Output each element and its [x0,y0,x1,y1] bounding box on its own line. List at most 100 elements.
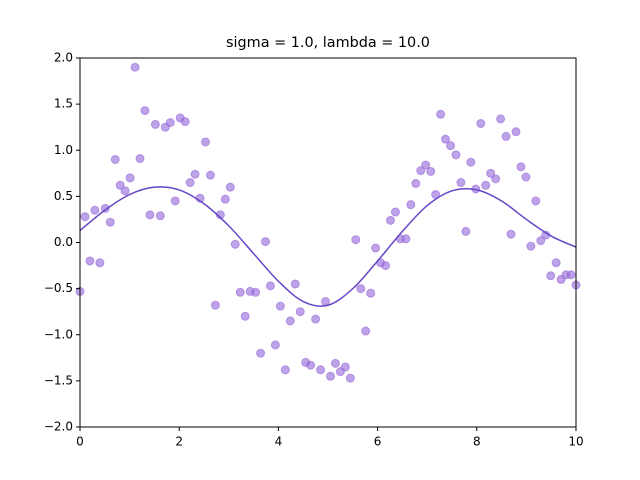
scatter-point [491,174,501,184]
y-tick-label: 1.0 [54,143,73,157]
scatter-point [371,243,381,253]
scatter-point [496,114,506,124]
scatter-point [356,284,366,294]
scatter-point [421,160,431,170]
scatter-point [306,360,316,370]
scatter-point [330,358,340,368]
y-tick-label: 2.0 [54,51,73,65]
scatter-point [185,178,195,188]
y-tick-label: 1.5 [54,97,73,111]
scatter-point [446,141,456,151]
scatter-point [506,229,516,239]
scatter-point [265,281,275,291]
scatter-point [361,326,371,336]
x-tick-label: 8 [473,435,481,449]
scatter-point [411,178,421,188]
scatter-point [461,226,471,236]
scatter-point [546,271,556,281]
scatter-point [115,180,125,190]
scatter-point [311,314,321,324]
scatter-point [456,178,466,188]
x-tick-label: 4 [275,435,283,449]
scatter-point [551,258,561,268]
scatter-point [100,203,110,213]
scatter-point [521,172,531,182]
scatter-point [381,261,391,271]
scatter-point [251,287,261,297]
scatter-point [230,239,240,249]
y-tick-label: −2.0 [44,420,73,434]
scatter-point [80,212,90,222]
scatter-point [406,200,416,210]
scatter-point [316,365,326,375]
scatter-point [401,234,411,244]
scatter-point [145,210,155,220]
scatter-point [190,169,200,179]
y-tick-label: −1.0 [44,327,73,341]
scatter-point [200,137,210,147]
scatter-point [225,182,235,192]
scatter-point [441,134,451,144]
scatter-point [416,166,426,176]
scatter-point [256,348,266,358]
scatter-point [110,154,120,164]
scatter-point [90,205,100,215]
scatter-point [280,365,290,375]
scatter-point [261,237,271,247]
scatter-point [240,311,250,321]
scatter-point [235,287,245,297]
scatter-point [340,362,350,372]
scatter-point [501,131,511,141]
scatter-point [85,256,95,266]
scatter-point [270,340,280,350]
scatter-point [120,186,130,196]
scatter-point [295,307,305,317]
scatter-point [285,316,295,326]
y-tick-label: −1.5 [44,373,73,387]
scatter-point [511,127,521,137]
scatter-point [130,62,140,72]
scatter-point [155,211,165,221]
scatter-point [95,258,105,268]
scatter-point [165,118,175,128]
plot-area [75,62,581,383]
scatter-point [345,373,355,383]
x-tick-label: 10 [568,435,583,449]
y-tick-label: 0.5 [54,189,73,203]
scatter-point [466,157,476,167]
scatter-point [140,106,150,116]
chart-title: sigma = 1.0, lambda = 10.0 [226,35,430,51]
scatter-point [531,196,541,206]
scatter-point [481,180,491,190]
scatter-point [526,241,536,251]
x-tick-label: 2 [175,435,183,449]
scatter-point [366,288,376,298]
y-tick-label: −0.5 [44,281,73,295]
scatter-point [516,162,526,172]
scatter-point [476,118,486,128]
scatter-point [351,235,361,245]
y-tick-label: 0.0 [54,235,73,249]
scatter-point [210,300,220,310]
scatter-point [220,194,230,204]
scatter-point [135,154,145,164]
scatter-point [205,170,215,180]
scatter-point [325,371,335,381]
scatter-point [150,119,160,129]
scatter-point [426,166,436,176]
scatter-point [180,117,190,127]
scatter-point [105,217,115,227]
scatter-point [170,196,180,206]
scatter-point [436,109,446,119]
scatter-point [390,207,400,217]
scatter-point [385,215,395,225]
scatter-point [451,150,461,160]
scatter-point [275,301,285,311]
x-tick-label: 6 [374,435,382,449]
scatter-point [125,173,135,183]
scatter-point [321,297,331,307]
scatter-point [566,270,576,280]
scatter-point [536,236,546,246]
